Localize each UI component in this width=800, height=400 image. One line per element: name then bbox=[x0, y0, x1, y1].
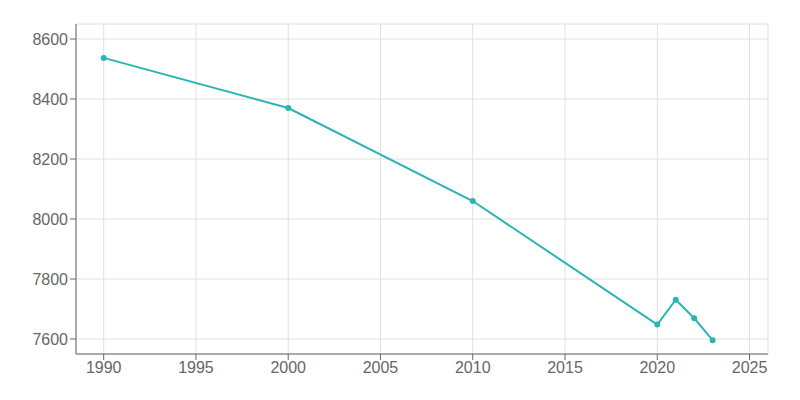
svg-text:2010: 2010 bbox=[455, 359, 491, 376]
svg-text:8200: 8200 bbox=[32, 151, 68, 168]
svg-text:1995: 1995 bbox=[178, 359, 214, 376]
svg-text:2020: 2020 bbox=[639, 359, 675, 376]
svg-text:2015: 2015 bbox=[547, 359, 583, 376]
svg-text:1990: 1990 bbox=[86, 359, 122, 376]
svg-text:8600: 8600 bbox=[32, 31, 68, 48]
svg-text:8000: 8000 bbox=[32, 211, 68, 228]
svg-text:2000: 2000 bbox=[270, 359, 306, 376]
svg-text:8400: 8400 bbox=[32, 91, 68, 108]
svg-text:2005: 2005 bbox=[363, 359, 399, 376]
svg-text:7800: 7800 bbox=[32, 271, 68, 288]
svg-text:2025: 2025 bbox=[732, 359, 768, 376]
svg-text:7600: 7600 bbox=[32, 331, 68, 348]
